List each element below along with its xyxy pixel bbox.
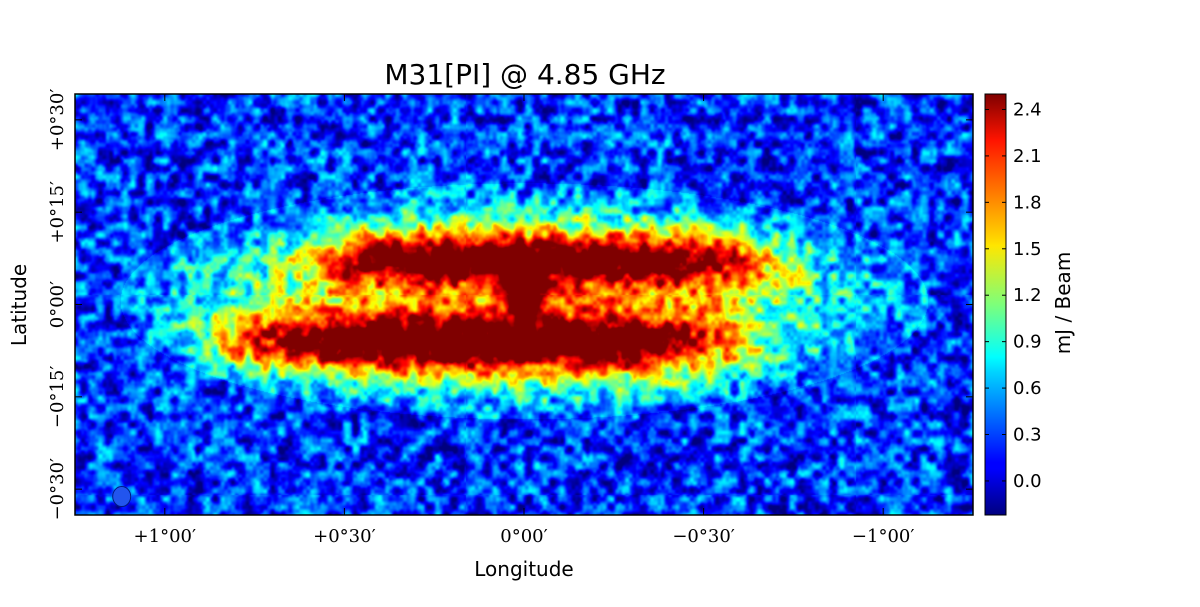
heatmap-image [75, 94, 973, 515]
chart-title: M31[PI] @ 4.85 GHz [384, 58, 665, 91]
colorbar-ticks: 2.4 2.1 1.8 1.5 1.2 0.9 0.6 0.3 0.0 [985, 99, 1042, 492]
y-tick-label: +0°15′ [47, 181, 68, 244]
heatmap-image-wrapper [75, 94, 973, 515]
colorbar-tick-label: 0.0 [1013, 471, 1042, 492]
y-axis-label: Latitude [7, 264, 31, 346]
x-tick-label: 0°00′ [500, 526, 547, 547]
beam-layer [112, 486, 132, 508]
colorbar-tick-label: 2.1 [1013, 146, 1042, 167]
colorbar: 2.4 2.1 1.8 1.5 1.2 0.9 0.6 0.3 0.0 mJ / Beam [984, 93, 1075, 516]
colorbar-tick-label: 0.6 [1013, 378, 1042, 399]
x-axis-ticks: +1°00′ +0°30′ 0°00′ −0°30′ −1°00′ [134, 94, 915, 547]
beam-marker [112, 486, 132, 508]
colorbar-tick-label: 0.9 [1013, 332, 1042, 353]
y-tick-label: −0°15′ [47, 366, 68, 429]
colorbar-tick-label: 1.2 [1013, 285, 1042, 306]
plot-area [74, 93, 974, 516]
colorbar-tick-label: 0.3 [1013, 425, 1042, 446]
y-axis-ticks: +0°30′ +0°15′ 0°00′ −0°15′ −0°30′ [47, 89, 973, 521]
x-tick-label: −0°30′ [672, 526, 735, 547]
y-tick-label: 0°00′ [47, 281, 68, 328]
y-tick-label: +0°30′ [47, 89, 68, 152]
y-tick-label: −0°30′ [47, 458, 68, 521]
colorbar-tick-label: 1.5 [1013, 239, 1042, 260]
colorbar-label: mJ / Beam [1051, 252, 1075, 355]
colorbar-gradient [984, 93, 1007, 516]
x-tick-label: −1°00′ [852, 526, 915, 547]
colorbar-tick-label: 1.8 [1013, 192, 1042, 213]
x-axis-label: Longitude [474, 557, 573, 581]
x-tick-label: +0°30′ [313, 526, 376, 547]
x-tick-label: +1°00′ [134, 526, 197, 547]
colorbar-tick-label: 2.4 [1013, 99, 1042, 120]
